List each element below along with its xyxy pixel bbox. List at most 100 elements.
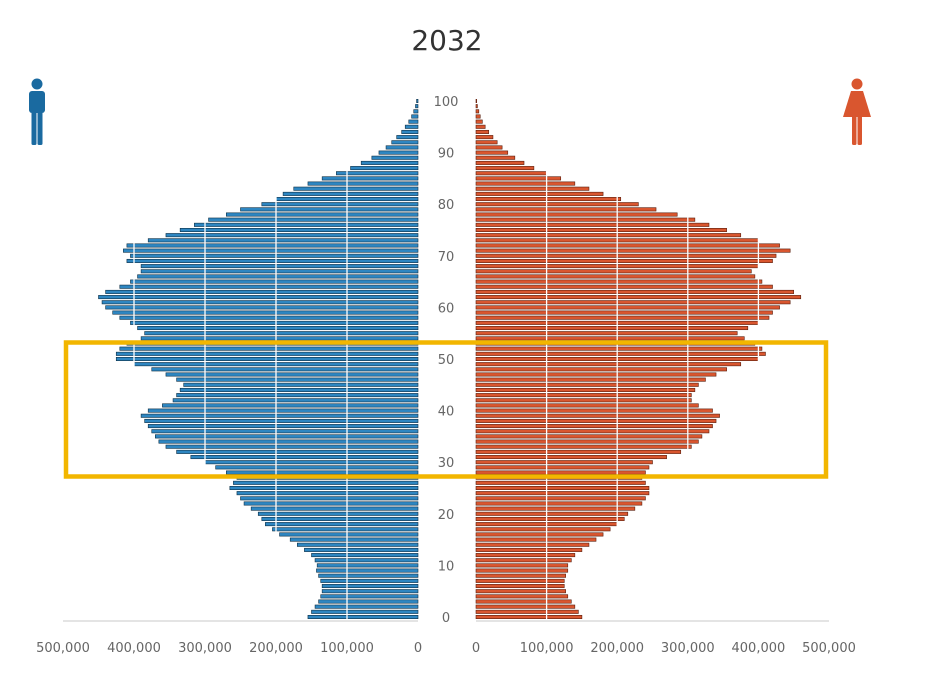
age-tick-label: 40	[438, 405, 455, 420]
x-tick-label: 400,000	[732, 641, 786, 656]
bar-female-age-66	[475, 274, 756, 279]
bar-female-age-62	[475, 295, 802, 300]
x-tick-label: 200,000	[249, 641, 303, 656]
bar-male-age-92	[391, 140, 419, 145]
bar-male-age-69	[126, 258, 419, 263]
bar-female-age-77	[475, 217, 696, 222]
bar-female-age-84	[475, 181, 576, 186]
bar-female-age-85	[475, 176, 562, 181]
bar-male-age-96	[408, 119, 419, 124]
bar-male-age-5	[321, 589, 419, 594]
bar-male-age-0	[307, 614, 419, 619]
bar-male-age-65	[130, 279, 419, 284]
bar-female-age-95	[475, 124, 486, 129]
bar-female-age-71	[475, 248, 791, 253]
bar-male-age-98	[413, 109, 419, 114]
bar-male-age-28	[226, 470, 419, 475]
x-tick-label: 100,000	[320, 641, 374, 656]
bar-male-age-57	[130, 320, 419, 325]
bar-female-age-13	[475, 547, 583, 552]
bar-male-age-45	[183, 382, 419, 387]
male-icon	[29, 78, 45, 145]
bar-female-age-79	[475, 207, 657, 212]
bar-male-age-6	[321, 584, 419, 589]
bar-male-age-14	[296, 542, 419, 547]
x-tick-label: 400,000	[107, 641, 161, 656]
bar-female-age-56	[475, 326, 749, 331]
bar-female-age-75	[475, 228, 727, 233]
bar-female-age-3	[475, 599, 572, 604]
bar-male-age-55	[144, 331, 419, 336]
bar-female-age-51	[475, 351, 766, 356]
bar-male-age-35	[155, 434, 419, 439]
bar-male-age-7	[320, 578, 419, 583]
bar-male-age-17	[272, 527, 419, 532]
bar-female-age-65	[475, 279, 763, 284]
bar-male-age-71	[123, 248, 419, 253]
bar-female-age-24	[475, 491, 650, 496]
bar-female-age-17	[475, 527, 611, 532]
bar-male-age-52	[119, 346, 419, 351]
bar-female-age-64	[475, 284, 773, 289]
bar-female-age-55	[475, 331, 738, 336]
bar-male-age-36	[151, 429, 419, 434]
bar-female-age-29	[475, 465, 650, 470]
bar-male-age-82	[282, 191, 419, 196]
bar-male-age-83	[293, 186, 419, 191]
bar-male-age-61	[101, 300, 419, 305]
bar-male-age-13	[304, 547, 419, 552]
bar-female-age-21	[475, 506, 636, 511]
bar-female-age-30	[475, 460, 653, 465]
bar-male-age-39	[140, 413, 419, 418]
bar-female-age-0	[475, 614, 583, 619]
bar-female-age-34	[475, 439, 699, 444]
bar-female-age-32	[475, 449, 682, 454]
bar-female-age-99	[475, 104, 478, 109]
bar-female-age-94	[475, 129, 490, 134]
bar-male-age-34	[158, 439, 419, 444]
axes: 500,000 400,000 300,000 200,000 100,000 0 0 100…	[36, 95, 856, 656]
bar-male-age-87	[350, 166, 419, 171]
bar-male-age-16	[279, 532, 419, 537]
bar-female-age-69	[475, 258, 773, 263]
highlight-group	[63, 340, 829, 479]
bar-female-age-46	[475, 377, 706, 382]
bar-male-age-78	[226, 212, 419, 217]
bar-female-age-9	[475, 568, 569, 573]
age-tick-label: 70	[438, 250, 455, 265]
bar-female-age-40	[475, 408, 713, 413]
bar-male-age-3	[318, 599, 419, 604]
bar-male-age-48	[151, 367, 419, 372]
bar-female-age-45	[475, 382, 699, 387]
bar-male-age-20	[257, 511, 419, 516]
bar-female-age-80	[475, 202, 639, 207]
bar-male-age-100	[416, 99, 419, 104]
bar-male-age-77	[208, 217, 419, 222]
age-tick-label: 90	[438, 147, 455, 162]
highlight-box	[63, 340, 829, 479]
bar-male-age-56	[137, 326, 419, 331]
bar-male-age-38	[144, 418, 419, 423]
bar-male-age-47	[165, 372, 419, 377]
bar-male-age-50	[115, 356, 419, 361]
bar-female-age-14	[475, 542, 590, 547]
bar-male-age-33	[165, 444, 419, 449]
x-tick-label: 0	[414, 641, 422, 656]
x-tick-label: 500,000	[802, 641, 856, 656]
bar-male-age-60	[105, 305, 419, 310]
bar-male-age-42	[172, 398, 419, 403]
bar-male-age-74	[165, 233, 419, 238]
age-tick-label: 80	[438, 198, 455, 213]
bar-female-age-5	[475, 589, 566, 594]
bar-female-age-67	[475, 269, 752, 274]
bar-female-age-58	[475, 315, 770, 320]
bar-female-age-41	[475, 403, 699, 408]
bar-female-age-12	[475, 553, 576, 558]
bar-female-age-11	[475, 558, 572, 563]
bar-male-age-59	[112, 310, 419, 315]
bar-male-age-95	[404, 124, 419, 129]
bar-male-age-25	[229, 485, 419, 490]
bar-female-age-4	[475, 594, 569, 599]
bar-female-age-35	[475, 434, 703, 439]
